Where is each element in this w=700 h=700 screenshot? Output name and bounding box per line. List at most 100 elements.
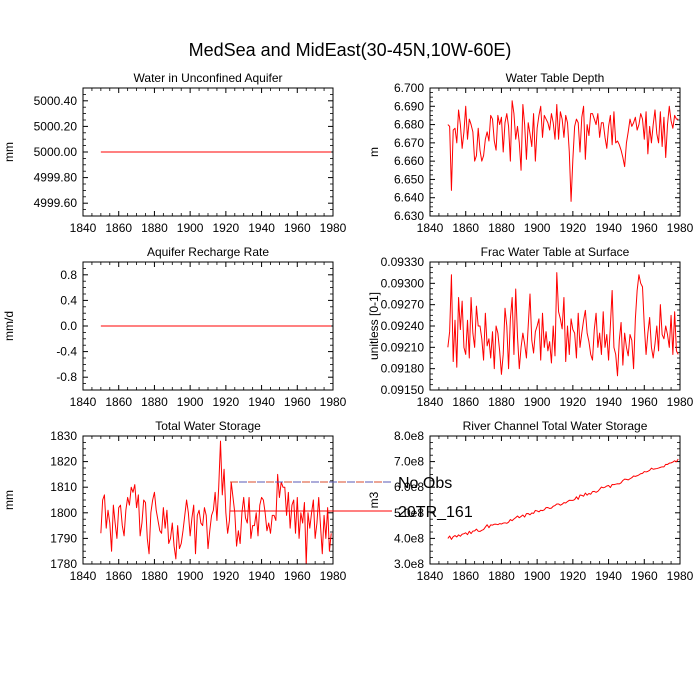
x-tick-label: 1980 [320, 221, 347, 235]
y-tick-label: 6.640 [394, 191, 424, 205]
x-tick-label: 1980 [667, 569, 694, 583]
y-tick-label: 7.0e8 [394, 455, 424, 469]
panel-title: Water Table Depth [506, 71, 605, 85]
plot-frame [82, 435, 334, 565]
y-axis-label: mm [2, 142, 16, 162]
x-tick-label: 1960 [284, 221, 311, 235]
legend-label-no-obs: No Obs [398, 475, 452, 492]
y-tick-label: 5000.20 [34, 119, 78, 133]
y-tick-label: 3.0e8 [394, 557, 424, 571]
y-tick-label: 5.0e8 [394, 506, 424, 520]
y-tick-label: 5000.00 [34, 145, 78, 159]
x-tick-label: 1840 [70, 395, 97, 409]
x-tick-label: 1960 [284, 395, 311, 409]
x-tick-label: 1980 [667, 395, 694, 409]
y-tick-label: 0.09150 [381, 383, 425, 397]
x-tick-label: 1960 [631, 569, 658, 583]
legend-label-20tr-161: 20TR_161 [398, 504, 473, 521]
x-tick-label: 1940 [248, 221, 275, 235]
x-tick-label: 1920 [213, 569, 240, 583]
plot-frame [429, 435, 681, 565]
x-tick-label: 1860 [452, 395, 479, 409]
x-tick-label: 1980 [320, 569, 347, 583]
y-tick-label: 0.0 [60, 319, 77, 333]
panel-2: Water Table Depth 1840 1860 1880 1900 1920 194… [367, 71, 694, 235]
plot-frame [82, 87, 334, 217]
panel-title: Aquifer Recharge Rate [147, 245, 269, 259]
x-tick-label: 1880 [141, 221, 168, 235]
y-tick-label: 6.650 [394, 172, 424, 186]
y-tick-label: -0.8 [56, 370, 77, 384]
x-tick-label: 1860 [452, 221, 479, 235]
x-tick-label: 1940 [595, 569, 622, 583]
y-tick-label: 5000.40 [34, 94, 78, 108]
y-tick-label: 4999.80 [34, 171, 78, 185]
x-tick-label: 1880 [488, 221, 515, 235]
x-tick-label: 1900 [177, 221, 204, 235]
y-tick-label: -0.4 [56, 345, 77, 359]
y-tick-label: 6.670 [394, 136, 424, 150]
y-axis-label: m [367, 147, 381, 157]
legend-entry-20tr-161: 20TR_161 [230, 504, 473, 521]
x-tick-label: 1860 [105, 395, 132, 409]
legend: No Obs 20TR_161 [230, 475, 473, 521]
y-tick-label: 6.690 [394, 99, 424, 113]
y-tick-label: 1810 [50, 480, 77, 494]
x-tick-label: 1940 [595, 221, 622, 235]
x-tick-label: 1940 [595, 395, 622, 409]
panel-6: River Channel Total Water Storage 1840 186… [367, 419, 694, 583]
y-tick-label: 4.0e8 [394, 531, 424, 545]
panel-title: Frac Water Table at Surface [481, 245, 630, 259]
y-tick-label: 0.09270 [381, 298, 425, 312]
x-tick-label: 1920 [560, 395, 587, 409]
panel-3: Aquifer Recharge Rate 1840 1860 1880 1900 192… [2, 245, 347, 409]
y-tick-label: 0.09330 [381, 255, 425, 269]
series-line-20TR_161 [100, 440, 332, 565]
series-line-20TR_161 [447, 100, 679, 202]
y-tick-label: 0.09210 [381, 340, 425, 354]
panel-title: River Channel Total Water Storage [463, 419, 648, 433]
y-tick-label: 1790 [50, 531, 77, 545]
x-tick-label: 1900 [524, 569, 551, 583]
x-tick-label: 1900 [177, 395, 204, 409]
panel-5: Total Water Storage 1840 1860 1880 1900 1920 1… [2, 419, 347, 583]
y-tick-label: 6.680 [394, 118, 424, 132]
panels: Water in Unconfined Aquifer 1840 1860 1880 1… [2, 71, 694, 583]
figure-title: MedSea and MidEast(30-45N,10W-60E) [189, 40, 512, 60]
y-tick-label: 6.0e8 [394, 480, 424, 494]
y-tick-label: 0.4 [60, 293, 77, 307]
series-line-20TR_161 [447, 272, 679, 377]
legend-entry-no-obs: No Obs [230, 475, 452, 492]
x-tick-label: 1900 [177, 569, 204, 583]
x-tick-label: 1860 [105, 569, 132, 583]
y-tick-label: 4999.60 [34, 196, 78, 210]
y-axis-label: mm/d [2, 311, 16, 341]
y-tick-label: 6.630 [394, 209, 424, 223]
y-tick-label: 0.09180 [381, 362, 425, 376]
x-tick-label: 1980 [320, 395, 347, 409]
x-tick-label: 1880 [488, 569, 515, 583]
x-tick-label: 1900 [524, 221, 551, 235]
x-tick-label: 1960 [631, 221, 658, 235]
x-tick-label: 1840 [70, 221, 97, 235]
x-tick-label: 1940 [248, 395, 275, 409]
x-tick-label: 1960 [284, 569, 311, 583]
series-line-20TR_161 [447, 458, 679, 540]
y-tick-label: 6.660 [394, 154, 424, 168]
y-tick-label: 8.0e8 [394, 429, 424, 443]
y-axis-label: m3 [367, 491, 381, 508]
x-tick-label: 1860 [452, 569, 479, 583]
plot-frame [82, 261, 334, 391]
x-tick-label: 1900 [524, 395, 551, 409]
x-tick-label: 1880 [141, 569, 168, 583]
plot-frame [429, 261, 681, 391]
y-tick-label: 1780 [50, 557, 77, 571]
y-tick-label: 6.700 [394, 81, 424, 95]
x-tick-label: 1920 [560, 221, 587, 235]
y-tick-label: 0.09240 [381, 319, 425, 333]
y-tick-label: 1820 [50, 455, 77, 469]
x-tick-label: 1880 [141, 395, 168, 409]
x-tick-label: 1920 [213, 395, 240, 409]
panel-1: Water in Unconfined Aquifer 1840 1860 1880 1… [2, 71, 347, 235]
